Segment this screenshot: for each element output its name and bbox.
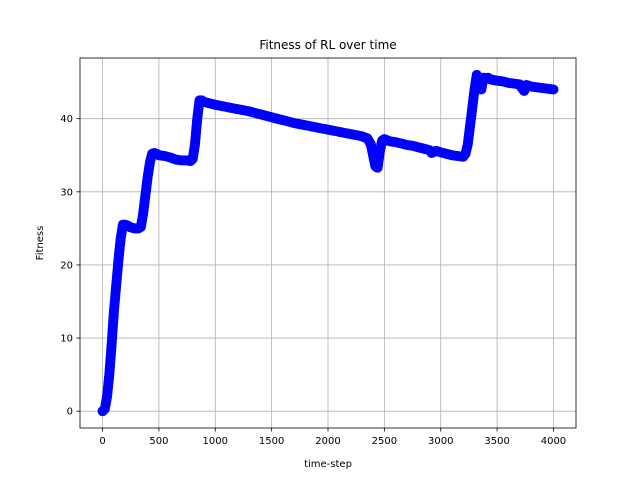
x-tick-label: 3000 [428, 436, 453, 447]
x-tick-label: 2500 [372, 436, 397, 447]
y-tick-label: 40 [60, 114, 73, 125]
x-tick-label: 3500 [484, 436, 509, 447]
data-point [548, 84, 559, 95]
y-tick-label: 30 [60, 187, 73, 198]
y-tick-label: 10 [60, 334, 73, 345]
y-tick-label: 20 [60, 260, 73, 271]
tick-layer: 0 500 1000 1500 2000 2500 3000 3500 4000 0 10 20 30 4… [60, 114, 566, 447]
chart-title: Fitness of RL over time [259, 38, 396, 52]
y-tick-label: 0 [67, 407, 73, 418]
x-tick-label: 2000 [315, 436, 340, 447]
x-tick-label: 4000 [541, 436, 566, 447]
x-tick-label: 1000 [203, 436, 228, 447]
x-tick-label: 0 [99, 436, 105, 447]
x-axis-label: time-step [304, 459, 352, 470]
x-tick-label: 1500 [259, 436, 284, 447]
data-marks [97, 69, 559, 417]
x-tick-label: 500 [149, 436, 168, 447]
grid-layer [80, 58, 576, 428]
y-axis-label: Fitness [35, 226, 46, 261]
